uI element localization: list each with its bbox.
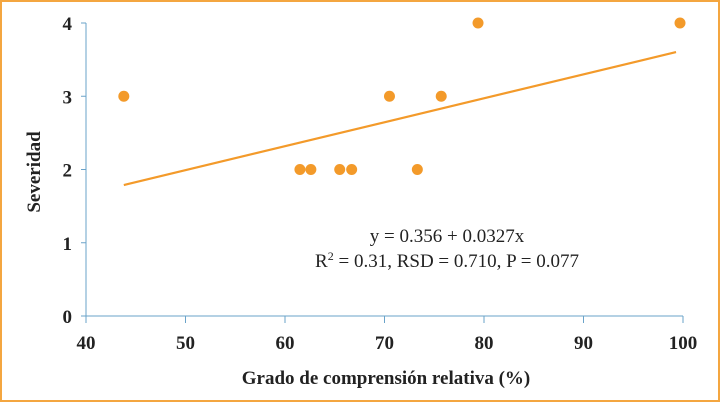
x-tick-label: 40 [77,333,96,354]
data-point [411,164,423,175]
data-point [294,164,306,175]
data-point [118,90,130,102]
data-point [305,164,317,175]
data-point [346,164,358,175]
x-axis-label: Grado de comprensión relativa (%) [242,368,531,389]
x-tick-label: 70 [375,333,394,354]
y-axis-label: Severidad [24,131,45,213]
y-tick-label: 2 [63,161,73,182]
data-point [383,90,395,102]
data-point [435,90,447,102]
trendline [123,51,677,187]
x-tick-label: 90 [574,333,593,354]
y-tick-label: 1 [63,234,73,255]
y-tick-label: 4 [63,14,73,35]
regression-stats: R2 = 0.31, RSD = 0.710, P = 0.077 [315,249,579,272]
x-tick-label: 80 [475,333,494,354]
data-point [472,17,484,29]
regression-equation: y = 0.356 + 0.0327x [370,226,525,247]
x-tick-label: 100 [669,333,698,354]
data-point [334,164,346,175]
x-tick-label: 50 [176,333,195,354]
y-tick-label: 0 [63,307,73,328]
y-tick-label: 3 [63,87,73,108]
x-tick-label: 60 [276,333,295,354]
data-point [674,17,686,29]
